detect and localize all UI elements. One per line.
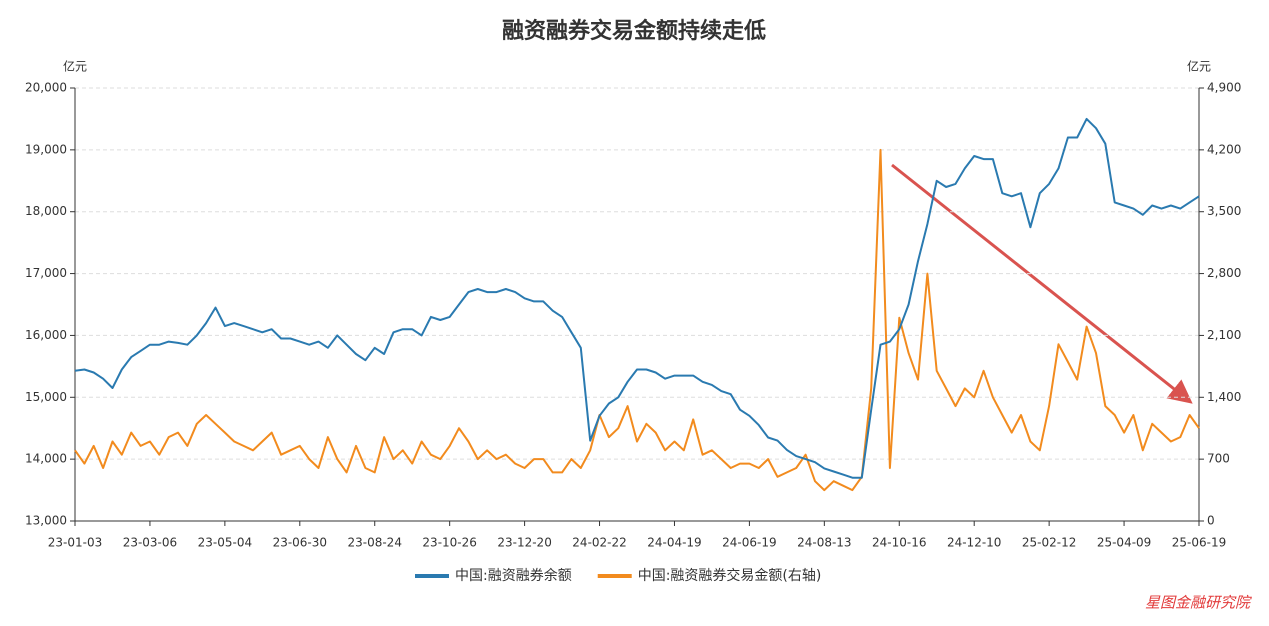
x-tick-label: 24-02-22 [572,536,626,550]
y2-unit: 亿元 [1187,59,1211,74]
y-tick-label: 14,000 [25,452,67,466]
y2-tick-label: 700 [1207,452,1230,466]
source: 星图金融研究院 [1145,594,1252,612]
x-tick-label: 24-10-16 [872,536,926,550]
x-tick-label: 24-12-10 [947,536,1001,550]
series-line [74,117,1200,479]
y2-tick-label: 4,900 [1207,81,1241,95]
y2-tick-label: 4,200 [1207,142,1241,156]
y-tick-label: 17,000 [25,266,67,280]
y2-tick-label: 3,500 [1207,204,1241,218]
x-tick-label: 23-03-06 [123,536,177,550]
x-tick-label: 25-04-09 [1097,536,1151,550]
y-tick-label: 16,000 [25,328,67,342]
x-tick-label: 24-08-13 [797,536,851,550]
y-unit: 亿元 [63,59,87,74]
x-tick-label: 23-08-24 [347,536,401,550]
x-tick-label: 25-02-12 [1022,536,1076,550]
x-tick-label: 24-06-19 [722,536,776,550]
x-tick-label: 23-05-04 [198,536,252,550]
legend-label: 中国:融资融券交易金额(右轴) [638,567,822,584]
y2-tick-label: 2,800 [1207,266,1241,280]
y-tick-label: 15,000 [25,390,67,404]
y2-tick-label: 1,400 [1207,390,1241,404]
y2-tick-label: 2,100 [1207,328,1241,342]
y2-tick-label: 0 [1207,514,1215,528]
y-tick-label: 19,000 [25,142,67,156]
y-tick-label: 20,000 [25,81,67,95]
x-tick-label: 23-01-03 [48,536,102,550]
x-tick-label: 24-04-19 [647,536,701,550]
chart-title: 融资融券交易金额持续走低 [502,18,766,44]
series-line [74,148,1200,492]
x-tick-label: 23-06-30 [273,536,327,550]
y-tick-label: 18,000 [25,204,67,218]
x-tick-label: 23-10-26 [422,536,476,550]
trend-arrow [891,163,1193,404]
x-tick-label: 25-06-19 [1172,536,1226,550]
y-tick-label: 13,000 [25,514,67,528]
legend-label: 中国:融资融券余额 [455,567,572,584]
x-tick-label: 23-12-20 [497,536,551,550]
